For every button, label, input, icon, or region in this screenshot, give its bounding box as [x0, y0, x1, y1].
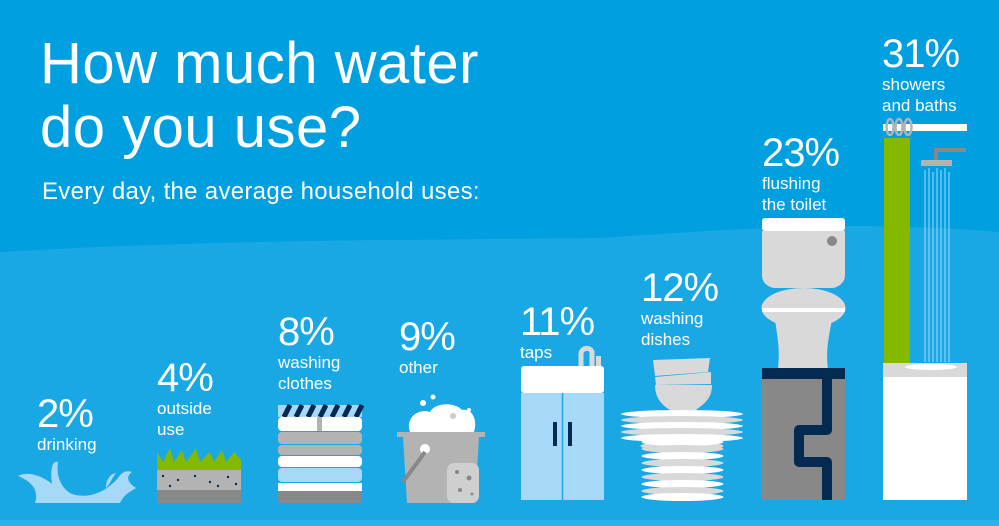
- data-label: 23%: [762, 131, 840, 175]
- category-taps: 11% taps: [520, 300, 595, 363]
- category-showers-baths: 31% showers and baths: [882, 32, 960, 116]
- data-label: 2%: [37, 392, 94, 436]
- data-label: 31%: [882, 32, 960, 76]
- category-other: 9% other: [399, 315, 456, 378]
- grass-soil-icon: [157, 448, 241, 503]
- page-title: How much water do you use?: [40, 31, 479, 160]
- toilet-icon: [761, 218, 846, 500]
- category-label: other: [399, 358, 438, 377]
- category-label: drinking: [37, 435, 97, 454]
- data-label: 12%: [641, 266, 719, 310]
- category-label: washing clothes: [278, 353, 341, 393]
- dish-stack-icon: [621, 358, 743, 501]
- category-label: outside use: [157, 399, 212, 439]
- category-flushing-toilet: 23% flushing the toilet: [762, 131, 840, 215]
- category-label: washing dishes: [641, 309, 704, 349]
- shower-icon: [883, 117, 967, 500]
- background-wave: [0, 225, 999, 526]
- water-splash-icon: [18, 461, 136, 503]
- data-label: 11%: [520, 300, 595, 344]
- folded-clothes-icon: [278, 403, 365, 503]
- category-drinking: 2% drinking: [37, 394, 97, 455]
- category-washing-clothes: 8% washing clothes: [278, 312, 340, 394]
- category-label: flushing the toilet: [762, 174, 827, 214]
- bottom-strip: [0, 520, 999, 526]
- sink-cabinet-icon: [521, 345, 604, 500]
- category-washing-dishes: 12% washing dishes: [641, 266, 719, 350]
- category-outside-use: 4% outside use: [157, 356, 214, 440]
- data-label: 8%: [278, 310, 335, 354]
- bucket-icon: [397, 394, 485, 503]
- data-label: 4%: [157, 356, 214, 400]
- category-label: taps: [520, 343, 553, 362]
- page-subtitle: Every day, the average household uses:: [42, 178, 480, 205]
- data-label: 9%: [399, 315, 456, 359]
- category-label: showers and baths: [882, 75, 957, 115]
